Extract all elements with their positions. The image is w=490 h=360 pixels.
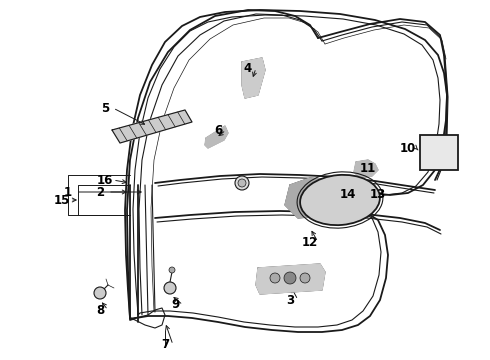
Text: 11: 11	[360, 162, 376, 175]
Circle shape	[169, 267, 175, 273]
Polygon shape	[354, 160, 378, 178]
Text: 9: 9	[171, 298, 179, 311]
Text: 13: 13	[370, 189, 386, 202]
Circle shape	[94, 287, 106, 299]
Circle shape	[270, 273, 280, 283]
Circle shape	[164, 282, 176, 294]
Polygon shape	[285, 178, 340, 218]
Text: 7: 7	[161, 338, 169, 351]
Text: 5: 5	[101, 102, 109, 114]
Circle shape	[238, 179, 246, 187]
Text: 8: 8	[96, 303, 104, 316]
Circle shape	[235, 176, 249, 190]
Text: 2: 2	[96, 185, 104, 198]
Text: 1: 1	[64, 185, 72, 198]
Text: 10: 10	[400, 141, 416, 154]
Text: 15: 15	[54, 194, 70, 207]
Text: 14: 14	[340, 189, 356, 202]
Text: 4: 4	[244, 62, 252, 75]
Polygon shape	[256, 264, 325, 294]
Ellipse shape	[300, 175, 380, 225]
Text: 16: 16	[97, 174, 113, 186]
Polygon shape	[205, 126, 228, 148]
Circle shape	[300, 273, 310, 283]
Circle shape	[284, 272, 296, 284]
Text: 12: 12	[302, 235, 318, 248]
Polygon shape	[112, 110, 192, 143]
Polygon shape	[242, 58, 265, 98]
Text: 3: 3	[286, 293, 294, 306]
Text: 6: 6	[214, 123, 222, 136]
FancyBboxPatch shape	[420, 135, 458, 170]
